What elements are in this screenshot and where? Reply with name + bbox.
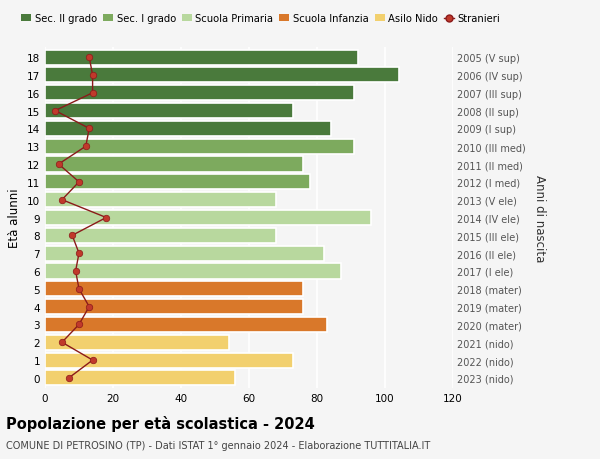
Bar	[45, 246, 324, 261]
Bar	[45, 228, 276, 243]
Bar	[45, 317, 327, 332]
Bar	[45, 370, 235, 386]
Point	[74, 285, 84, 293]
Point	[81, 143, 91, 151]
Point	[101, 214, 111, 222]
Point	[85, 303, 94, 311]
Bar	[45, 193, 276, 208]
Text: Popolazione per età scolastica - 2024: Popolazione per età scolastica - 2024	[6, 415, 315, 431]
Bar	[45, 335, 229, 350]
Bar	[45, 157, 304, 172]
Point	[85, 125, 94, 133]
Point	[67, 232, 77, 240]
Point	[54, 161, 64, 168]
Legend: Sec. II grado, Sec. I grado, Scuola Primaria, Scuola Infanzia, Asilo Nido, Stran: Sec. II grado, Sec. I grado, Scuola Prim…	[22, 14, 500, 24]
Bar	[45, 299, 304, 314]
Point	[85, 54, 94, 62]
Y-axis label: Età alunni: Età alunni	[8, 188, 22, 248]
Bar	[45, 104, 293, 119]
Bar	[45, 50, 358, 66]
Point	[88, 90, 97, 97]
Bar	[45, 353, 293, 368]
Bar	[45, 68, 398, 84]
Bar	[45, 264, 341, 279]
Bar	[45, 122, 331, 137]
Point	[74, 321, 84, 328]
Point	[74, 179, 84, 186]
Bar	[45, 282, 304, 297]
Text: COMUNE DI PETROSINO (TP) - Dati ISTAT 1° gennaio 2024 - Elaborazione TUTTITALIA.: COMUNE DI PETROSINO (TP) - Dati ISTAT 1°…	[6, 440, 430, 450]
Point	[64, 375, 74, 382]
Point	[57, 196, 67, 204]
Point	[50, 108, 60, 115]
Point	[74, 250, 84, 257]
Y-axis label: Anni di nascita: Anni di nascita	[533, 174, 546, 262]
Bar	[45, 175, 310, 190]
Bar	[45, 86, 355, 101]
Bar	[45, 140, 355, 154]
Point	[71, 268, 80, 275]
Bar	[45, 211, 371, 225]
Point	[57, 339, 67, 346]
Point	[88, 72, 97, 79]
Point	[88, 357, 97, 364]
